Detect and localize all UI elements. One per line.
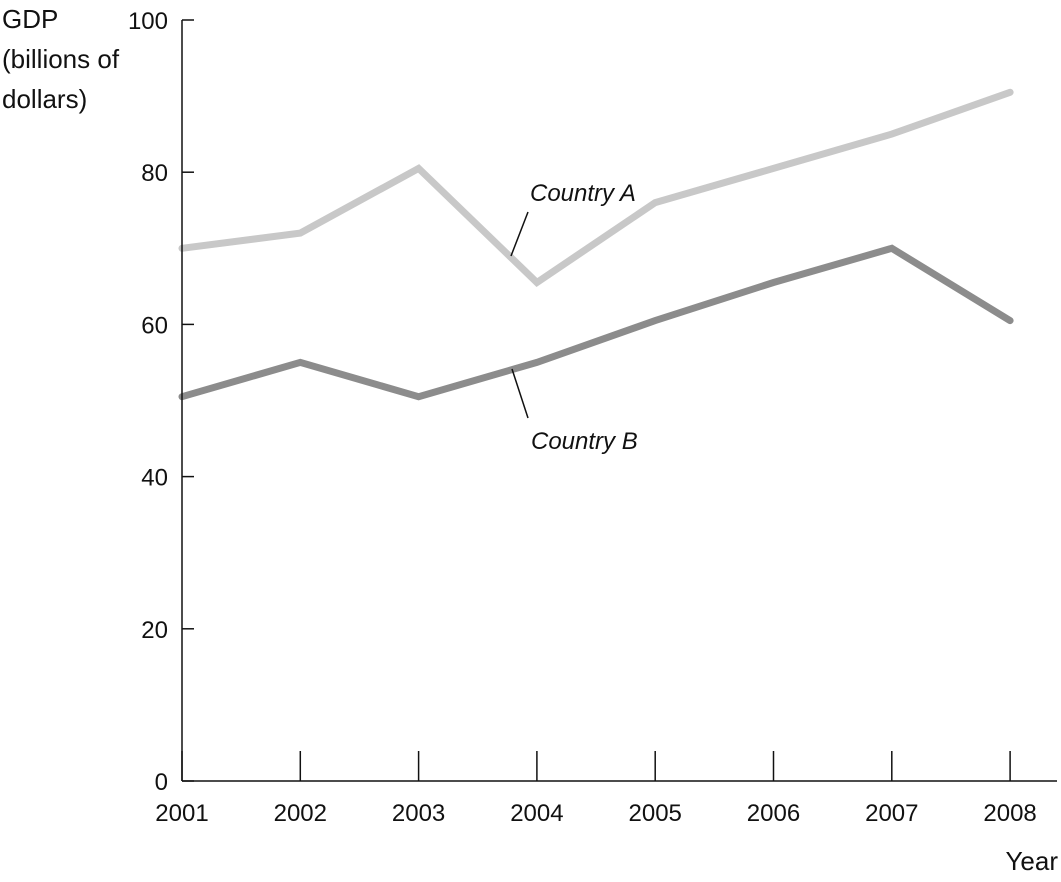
country-b-label: Country B bbox=[531, 428, 638, 455]
x-tick-label: 2002 bbox=[274, 800, 327, 827]
y-tick-label: 0 bbox=[155, 769, 168, 796]
y-ticks: 0 20 40 60 80 100 bbox=[128, 8, 194, 796]
x-tick-label: 2006 bbox=[747, 800, 800, 827]
y-axis-title-line-2: (billions of bbox=[2, 44, 120, 74]
x-tick-label: 2001 bbox=[155, 800, 208, 827]
y-tick-label: 20 bbox=[141, 617, 168, 644]
x-tick-label: 2008 bbox=[983, 800, 1036, 827]
series-line-country-a bbox=[178, 88, 1014, 287]
y-tick-label: 100 bbox=[128, 8, 168, 35]
x-tick-label: 2005 bbox=[629, 800, 682, 827]
country-b-leader-line bbox=[511, 368, 529, 419]
y-tick-label: 40 bbox=[141, 465, 168, 492]
country-a-leader-line bbox=[510, 211, 529, 257]
x-tick-label: 2007 bbox=[865, 800, 918, 827]
x-axis-title: Year bbox=[1005, 846, 1058, 876]
x-tick-label: 2004 bbox=[510, 800, 563, 827]
y-axis-title-line-1: GDP bbox=[2, 4, 58, 34]
series-line-country-b bbox=[178, 244, 1014, 401]
axes bbox=[181, 20, 1057, 782]
x-ticks: 2001 2002 2003 2004 2005 2006 2007 2008 bbox=[155, 751, 1037, 827]
series-lines bbox=[178, 88, 1014, 401]
y-tick-label: 80 bbox=[141, 160, 168, 187]
y-axis-title-line-3: dollars) bbox=[2, 84, 87, 114]
x-tick-label: 2003 bbox=[392, 800, 445, 827]
country-a-label: Country A bbox=[530, 180, 636, 207]
y-tick-label: 60 bbox=[141, 312, 168, 339]
